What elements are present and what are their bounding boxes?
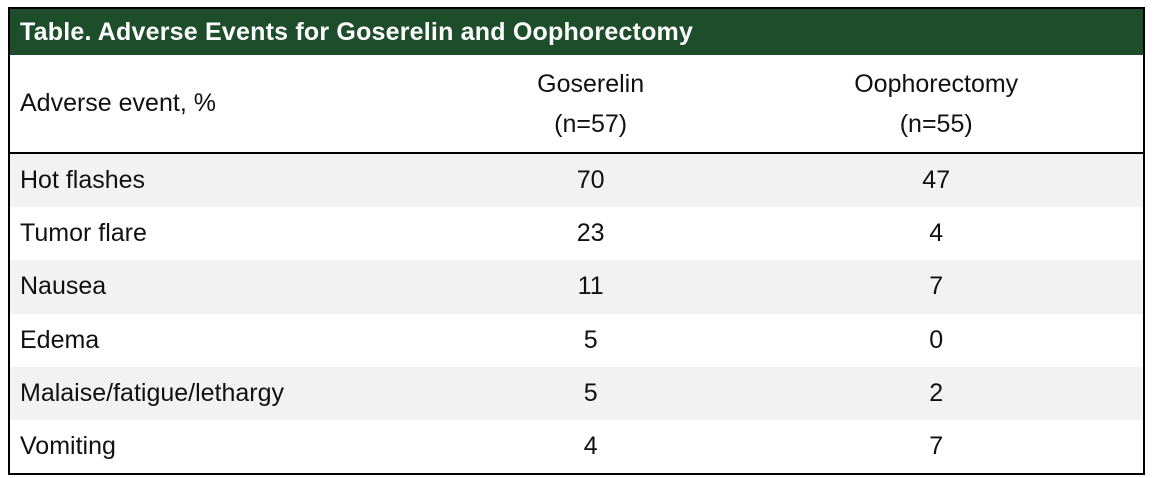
event-cell: Vomiting <box>20 431 116 460</box>
column-header-oophorectomy: Oophorectomy (n=55) <box>729 64 1143 144</box>
table-title: Table. Adverse Events for Goserelin and … <box>20 17 694 46</box>
column-header-goserelin: Goserelin (n=57) <box>452 64 730 144</box>
goserelin-value-cell: 5 <box>583 378 598 407</box>
table-row-tumor-flare: Tumor flare 23 4 <box>10 207 1143 261</box>
table-body: Hot flashes 70 47 Tumor flare 23 4 Nause… <box>10 154 1143 474</box>
goserelin-label: Goserelin <box>537 69 645 98</box>
table-row-nausea: Nausea 11 7 <box>10 260 1143 314</box>
goserelin-value-cell: 4 <box>583 431 598 460</box>
goserelin-value-cell: 5 <box>583 325 598 354</box>
oophorectomy-value-cell: 47 <box>922 166 951 195</box>
oophorectomy-n-label: (n=55) <box>899 109 973 138</box>
oophorectomy-value-cell: 0 <box>929 325 944 354</box>
column-header-row: Adverse event, % Goserelin (n=57) Oophor… <box>10 55 1143 154</box>
oophorectomy-value-cell: 7 <box>929 431 944 460</box>
event-cell: Edema <box>20 325 100 354</box>
table-row-hot-flashes: Hot flashes 70 47 <box>10 154 1143 208</box>
table-row-malaise-fatigue-lethargy: Malaise/fatigue/lethargy 5 2 <box>10 366 1143 420</box>
goserelin-value-cell: 11 <box>577 272 604 301</box>
table-title-bar: Table. Adverse Events for Goserelin and … <box>10 9 1143 55</box>
event-cell: Malaise/fatigue/lethargy <box>20 378 285 407</box>
oophorectomy-value-cell: 7 <box>929 272 944 301</box>
event-cell: Nausea <box>20 272 107 301</box>
event-cell: Tumor flare <box>20 219 147 248</box>
goserelin-value-cell: 23 <box>576 219 605 248</box>
table-row-edema: Edema 5 0 <box>10 313 1143 367</box>
oophorectomy-value-cell: 4 <box>929 219 944 248</box>
goserelin-value-cell: 70 <box>576 166 605 195</box>
adverse-events-table: Table. Adverse Events for Goserelin and … <box>8 7 1145 475</box>
event-cell: Hot flashes <box>20 166 146 195</box>
column-header-adverse-event: Adverse event, % <box>20 89 216 117</box>
goserelin-n-label: (n=57) <box>554 109 628 138</box>
oophorectomy-label: Oophorectomy <box>854 69 1019 98</box>
table-row-vomiting: Vomiting 4 7 <box>10 419 1143 474</box>
oophorectomy-value-cell: 2 <box>929 378 944 407</box>
